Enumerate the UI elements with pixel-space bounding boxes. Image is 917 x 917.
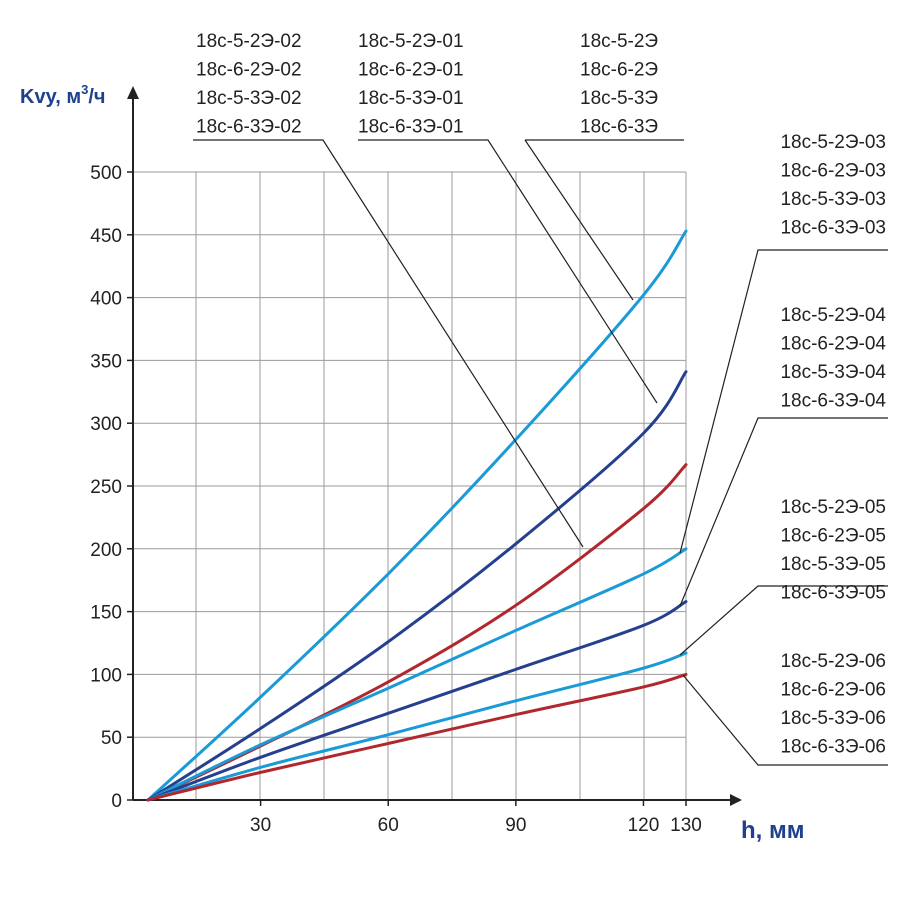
- y-tick-label: 50: [101, 728, 122, 749]
- series-line-1: [146, 229, 688, 802]
- x-axis-arrow: [730, 794, 742, 806]
- series-line-4: [146, 547, 688, 802]
- series-line-6: [146, 651, 688, 802]
- series-label-g01: 18с-5-2Э-01: [358, 31, 464, 52]
- x-tick-label: 90: [505, 815, 526, 836]
- series-label-g06: 18с-5-3Э-06: [780, 708, 886, 729]
- y-tick-label: 450: [90, 226, 122, 247]
- y-tick-label: 400: [90, 289, 122, 310]
- leader-line-2: [358, 139, 658, 404]
- leader-line-6: [679, 585, 888, 656]
- series-line-7: [146, 672, 688, 802]
- series-label-g05: 18с-5-3Э-05: [780, 554, 886, 575]
- series-label-g05: 18с-6-3Э-05: [780, 583, 886, 604]
- leader-line-4: [679, 249, 888, 554]
- leader-lines: [193, 139, 888, 766]
- series-label-g04: 18с-6-3Э-04: [780, 391, 886, 412]
- leader-line-5: [679, 417, 888, 607]
- x-tick-label: 120: [628, 815, 660, 836]
- x-axis-title: h, мм: [741, 817, 805, 844]
- series-label-g03: 18с-6-2Э-03: [780, 161, 886, 182]
- series-label-g03: 18с-5-2Э-03: [780, 132, 886, 153]
- series-label-g03: 18с-5-3Э-03: [780, 189, 886, 210]
- series-label-g06: 18с-6-2Э-06: [780, 680, 886, 701]
- series-label-g01: 18с-6-3Э-01: [358, 117, 464, 138]
- y-tick-label: 250: [90, 477, 122, 498]
- x-tick-label: 130: [670, 815, 702, 836]
- y-axis-title: Kvy, м3/ч: [20, 82, 106, 108]
- series-label-g06: 18с-6-3Э-06: [780, 737, 886, 758]
- y-tick-label: 300: [90, 414, 122, 435]
- leader-line-3: [193, 139, 584, 548]
- series-label-g01: 18с-6-2Э-01: [358, 60, 464, 81]
- series-label-g03: 18с-6-3Э-03: [780, 218, 886, 239]
- series-label-g02: 18с-5-2Э-02: [196, 31, 302, 52]
- series-label-g01: 18с-5-3Э-01: [358, 88, 464, 109]
- series-label-g02: 18с-5-3Э-02: [196, 88, 302, 109]
- series-line-5: [146, 600, 688, 802]
- leader-line-7: [682, 674, 888, 766]
- y-tick-label: 150: [90, 603, 122, 624]
- series-label-g05: 18с-6-2Э-05: [780, 526, 886, 547]
- series-line-2: [146, 370, 688, 802]
- series-label-g04: 18с-5-3Э-04: [780, 362, 886, 383]
- series-label-g04: 18с-6-2Э-04: [780, 334, 886, 355]
- series-label-g05: 18с-5-2Э-05: [780, 497, 886, 518]
- series-label-g06: 18с-5-2Э-06: [780, 651, 886, 672]
- axis-titles: Kvy, м3/ч h, мм: [20, 82, 805, 844]
- x-tick-label: 60: [378, 815, 399, 836]
- leader-line-1: [524, 139, 684, 301]
- axes: 0 50 100 150 200 250 300 350 400 450 500 30 60 90 120 1…: [90, 86, 742, 836]
- series-label-g02: 18с-6-3Э-02: [196, 117, 302, 138]
- series-label-base: 18с-5-3Э: [580, 88, 658, 109]
- series-label-base: 18с-6-3Э: [580, 117, 658, 138]
- series-label-base: 18с-6-2Э: [580, 60, 658, 81]
- y-tick-label: 350: [90, 351, 122, 372]
- y-tick-label: 0: [111, 791, 122, 812]
- series-label-g02: 18с-6-2Э-02: [196, 60, 302, 81]
- series-lines: [146, 229, 688, 802]
- series-label-g04: 18с-5-2Э-04: [780, 305, 886, 326]
- series-label-base: 18с-5-2Э: [580, 31, 658, 52]
- y-tick-label: 200: [90, 540, 122, 561]
- y-axis-arrow: [127, 86, 139, 99]
- y-tick-label: 500: [90, 163, 122, 184]
- x-tick-label: 30: [250, 815, 271, 836]
- y-tick-label: 100: [90, 665, 122, 686]
- series-labels: 18с-5-2Э 18с-6-2Э 18с-5-3Э 18с-6-3Э 18с-5-2Э…: [196, 31, 886, 758]
